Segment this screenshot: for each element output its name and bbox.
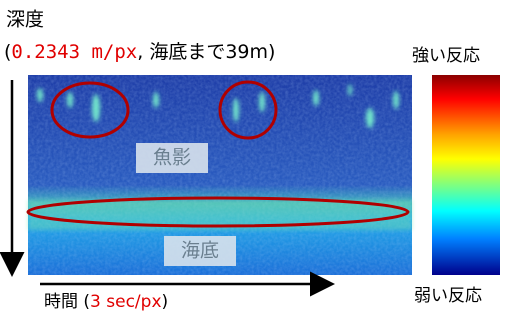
seabed-label: 海底 [181, 240, 219, 262]
colorbar [432, 75, 500, 275]
time-label: 時間 (3 sec/px) [44, 292, 168, 312]
high-label: 強い反応 [412, 46, 480, 66]
depth-label: 深度 [6, 9, 44, 31]
low-label: 弱い反応 [414, 286, 482, 306]
echogram-figure: 深度 (0.2343 m/px, 海底まで39m) 魚影 海底 時間 (3 se… [0, 0, 518, 320]
fish-label: 魚影 [153, 147, 191, 169]
scale-text: (0.2343 m/px, 海底まで39m) [4, 41, 275, 63]
